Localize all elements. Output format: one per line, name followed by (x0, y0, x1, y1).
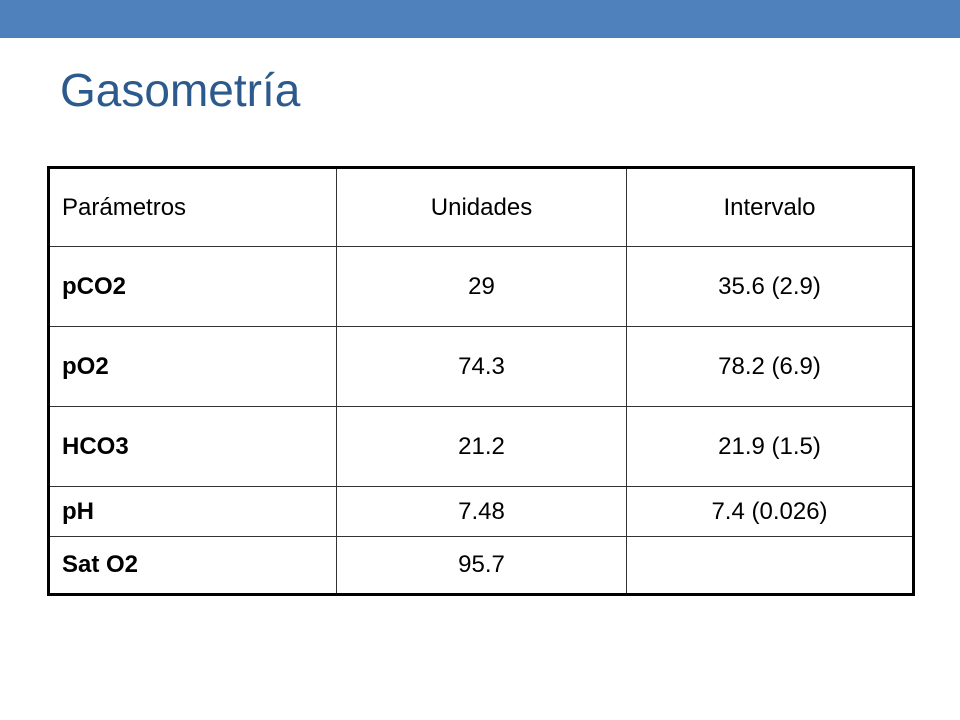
table-cell: 21.9 (1.5) (626, 406, 914, 487)
table-cell: 7.48 (336, 486, 627, 537)
data-table: Parámetros Unidades Intervalo pCO2 29 35.6 (… (47, 166, 915, 596)
table-cell: pO2 (48, 326, 337, 407)
table-row: HCO3 21.2 21.9 (1.5) (48, 406, 914, 487)
table-cell: 95.7 (336, 536, 627, 595)
table-cell: 35.6 (2.9) (626, 246, 914, 327)
table-cell: pH (48, 486, 337, 537)
table-cell: Intervalo (626, 167, 914, 247)
table-row: pCO2 29 35.6 (2.9) (48, 246, 914, 327)
header-row: Parámetros Unidades Intervalo (48, 167, 914, 247)
slide-title: Gasometría (60, 64, 301, 116)
table-row: Sat O2 95.7 (48, 536, 914, 595)
table-cell: 78.2 (6.9) (626, 326, 914, 407)
table-cell: Sat O2 (48, 536, 337, 595)
table-cell: HCO3 (48, 406, 337, 487)
table-cell: 29 (336, 246, 627, 327)
top-bar (0, 0, 960, 38)
table-cell: 7.4 (0.026) (626, 486, 914, 537)
table-cell: pCO2 (48, 246, 337, 327)
table-cell: Parámetros (48, 167, 337, 247)
table-cell: 21.2 (336, 406, 627, 487)
table-cell: Unidades (336, 167, 627, 247)
table-cell: 74.3 (336, 326, 627, 407)
table-cell (626, 536, 914, 595)
table-row: pO2 74.3 78.2 (6.9) (48, 326, 914, 407)
table-row: pH 7.48 7.4 (0.026) (48, 486, 914, 537)
